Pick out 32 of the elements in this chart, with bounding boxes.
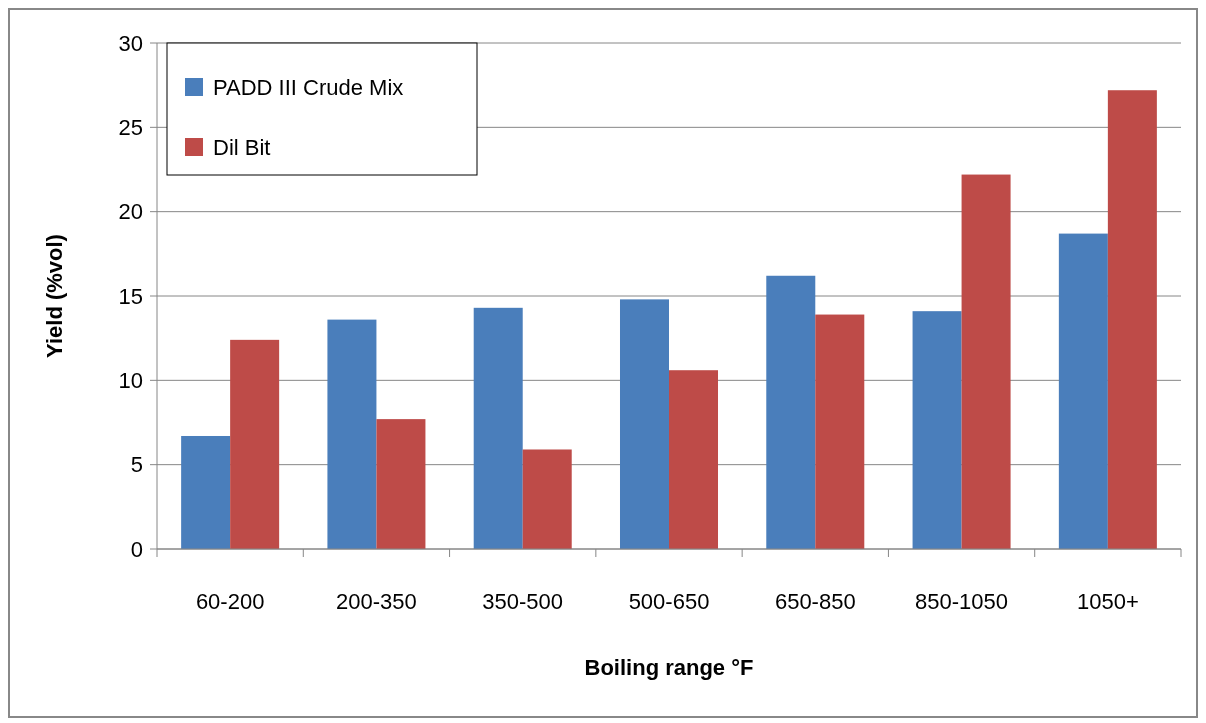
bar — [376, 419, 426, 549]
bar — [1058, 233, 1108, 549]
bar — [1107, 90, 1157, 549]
bar — [669, 370, 719, 549]
bar — [619, 299, 669, 549]
bar — [912, 311, 962, 549]
y-tick-label: 5 — [130, 452, 143, 478]
bar — [327, 319, 377, 549]
bar — [961, 174, 1011, 549]
bar — [522, 449, 572, 549]
y-tick-label: 0 — [130, 536, 143, 562]
bar — [230, 339, 280, 549]
x-tick-label: 500-650 — [628, 589, 710, 614]
x-tick-label: 60-200 — [195, 589, 265, 614]
y-tick-label: 25 — [118, 115, 143, 141]
legend-label: Dil Bit — [213, 134, 271, 160]
legend-label: PADD III Crude Mix — [213, 74, 404, 100]
bar — [766, 275, 816, 549]
x-tick-label: 1050+ — [1076, 589, 1139, 614]
y-axis-title: Yield (%vol) — [42, 234, 67, 358]
x-tick-label: 200-350 — [336, 589, 417, 614]
bar — [473, 307, 523, 549]
y-tick-label: 15 — [118, 283, 143, 309]
bar — [181, 435, 231, 549]
x-tick-label: 650-850 — [774, 589, 856, 614]
y-tick-label: 30 — [118, 30, 143, 56]
x-axis-title: Boiling range °F — [584, 655, 754, 680]
x-tick-label: 350-500 — [482, 589, 564, 614]
y-tick-label: 10 — [118, 368, 143, 394]
y-tick-label: 20 — [118, 199, 143, 225]
bar — [815, 314, 865, 549]
x-tick-label: 850-1050 — [915, 589, 1009, 614]
